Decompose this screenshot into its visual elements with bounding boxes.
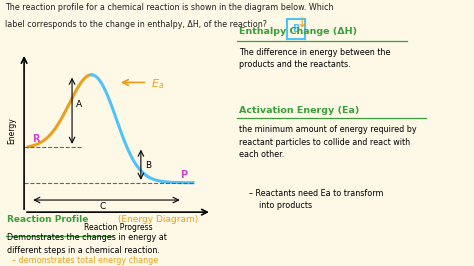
Text: Demonstrates the changes in energy at
different steps in a chemical reaction.: Demonstrates the changes in energy at di… bbox=[7, 233, 167, 255]
Text: The difference in energy between the
products and the reactants.: The difference in energy between the pro… bbox=[239, 48, 391, 69]
Text: Enthalpy Change (ΔH): Enthalpy Change (ΔH) bbox=[239, 27, 357, 36]
Text: B: B bbox=[292, 24, 300, 34]
Text: $E_a$: $E_a$ bbox=[151, 78, 164, 92]
Text: – Reactants need Ea to transform
    into products: – Reactants need Ea to transform into pr… bbox=[249, 189, 383, 210]
Text: label corresponds to the change in enthalpy, ΔH, of the reaction?: label corresponds to the change in entha… bbox=[5, 20, 267, 29]
Text: Reaction Progress: Reaction Progress bbox=[83, 222, 152, 231]
Text: Activation Energy (Ea): Activation Energy (Ea) bbox=[239, 106, 360, 115]
Text: The reaction profile for a chemical reaction is shown in the diagram below. Whic: The reaction profile for a chemical reac… bbox=[5, 3, 333, 12]
Text: ↓: ↓ bbox=[296, 17, 307, 30]
Text: A: A bbox=[76, 100, 82, 109]
Text: Reaction Profile: Reaction Profile bbox=[7, 215, 89, 225]
Text: the minimum amount of energy required by
reactant particles to collide and react: the minimum amount of energy required by… bbox=[239, 125, 417, 159]
Text: (Energy Diagram): (Energy Diagram) bbox=[115, 215, 198, 225]
Text: P: P bbox=[181, 171, 188, 180]
Text: R: R bbox=[32, 134, 40, 144]
Text: – demonstrates total energy change: – demonstrates total energy change bbox=[12, 256, 158, 265]
Text: Energy: Energy bbox=[7, 118, 16, 144]
Text: C: C bbox=[99, 202, 105, 211]
Text: B: B bbox=[145, 161, 151, 170]
